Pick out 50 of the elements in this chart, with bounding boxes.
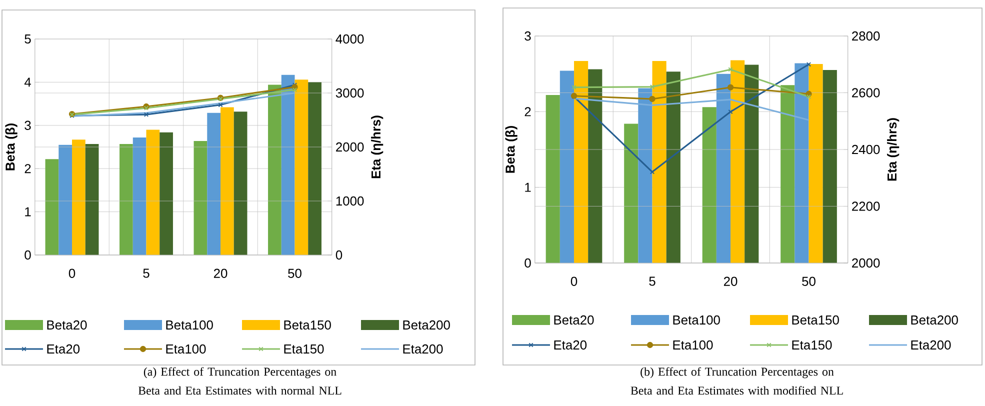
- legend-label: Eta150: [792, 340, 832, 350]
- legend-label: Eta200: [911, 340, 951, 350]
- legend-label: Beta20: [554, 315, 594, 325]
- text: (b) Effect of Truncation Percentages on Beta and Eta Estimates with modified NLL: [630, 367, 843, 395]
- x-tick-label: 20: [214, 268, 228, 278]
- x-tick-label: 50: [802, 276, 816, 286]
- x-tick-label: 0: [570, 276, 578, 286]
- y-tick-label: 0: [524, 258, 531, 268]
- legend-label: Eta200: [403, 344, 443, 354]
- y-tick-label: 2: [24, 164, 31, 174]
- y2-tick-label: 2600: [852, 88, 880, 98]
- legend-label: Beta150: [284, 320, 331, 330]
- y-tick-label: 3: [524, 31, 531, 41]
- y2-tick-label: 2400: [852, 144, 880, 154]
- legend-label: Beta150: [792, 315, 839, 325]
- x-tick-label: 5: [649, 276, 656, 286]
- legend-label: Beta20: [47, 320, 87, 330]
- y-axis-title: Beta (β): [505, 126, 518, 173]
- x-tick-label: 50: [288, 268, 302, 278]
- legend-label: Eta20: [554, 340, 587, 350]
- y2-tick-label: 1000: [336, 196, 364, 206]
- x-tick-label: 5: [143, 268, 150, 278]
- y2-tick-label: 4000: [336, 34, 364, 44]
- y2-axis-title: Eta (η/hrs): [887, 118, 900, 181]
- x-tick-label: 0: [68, 268, 76, 278]
- y2-tick-label: 2800: [852, 31, 880, 41]
- legend-label: Eta150: [284, 344, 324, 354]
- y-tick-label: 0: [24, 250, 31, 260]
- legend-label: Eta100: [673, 340, 713, 350]
- y2-axis-title: Eta (η/hrs): [371, 116, 384, 178]
- legend-label: Beta200: [911, 315, 958, 325]
- y-tick-label: 5: [24, 34, 31, 44]
- legend-label: Beta100: [166, 320, 213, 330]
- y2-tick-label: 0: [336, 250, 342, 260]
- y-axis-title: Beta (β): [5, 124, 18, 170]
- legend-label: Beta200: [403, 320, 450, 330]
- y-tick-label: 1: [25, 207, 31, 216]
- y-tick-label: 3: [24, 120, 31, 130]
- y-tick-label: 4: [24, 78, 31, 87]
- text: (a) Effect of Truncation Percentages on Beta and Eta Estimates with normal NLL: [138, 367, 342, 395]
- y2-tick-label: 2200: [852, 202, 880, 211]
- y-tick-label: 2: [524, 107, 531, 116]
- y-tick-label: 1: [525, 182, 531, 192]
- legend-label: Eta100: [166, 344, 206, 354]
- y2-tick-label: 2000: [336, 142, 364, 152]
- y2-tick-label: 2000: [852, 258, 880, 268]
- y2-tick-label: 3000: [336, 88, 364, 98]
- legend-label: Beta100: [673, 315, 720, 325]
- legend-label: Eta20: [47, 344, 80, 354]
- x-tick-label: 20: [724, 276, 738, 286]
